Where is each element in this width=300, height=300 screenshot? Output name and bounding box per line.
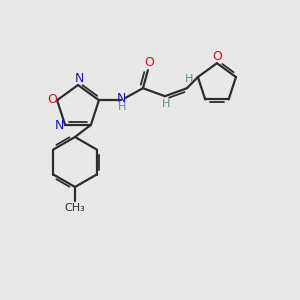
Text: H: H: [162, 99, 170, 109]
Text: O: O: [144, 56, 154, 69]
Text: CH₃: CH₃: [64, 203, 86, 213]
Text: N: N: [74, 73, 84, 85]
Text: N: N: [117, 92, 127, 105]
Text: H: H: [118, 102, 126, 112]
Text: O: O: [47, 93, 57, 106]
Text: O: O: [212, 50, 222, 63]
Text: H: H: [185, 74, 193, 84]
Text: N: N: [54, 119, 64, 132]
